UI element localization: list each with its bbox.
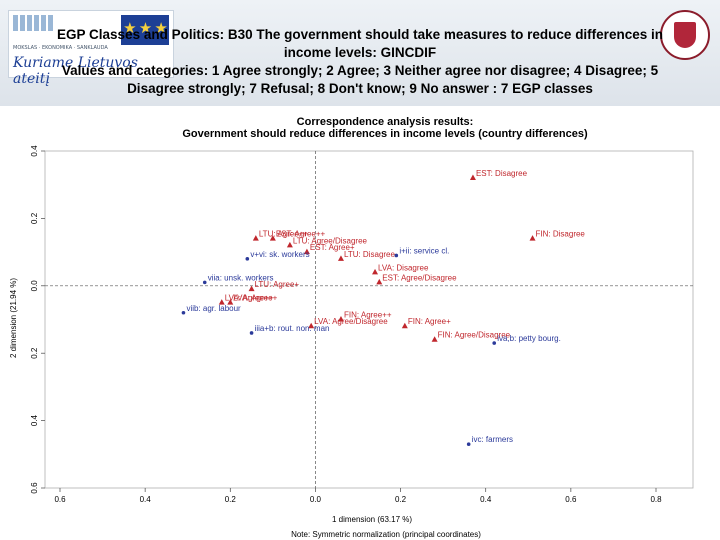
country-point [337, 255, 344, 261]
coat-of-arms-icon [674, 22, 696, 48]
plot-area [44, 150, 694, 489]
chart-title: Correspondence analysis results: [297, 116, 474, 128]
y-tick-label: 0.0 [30, 280, 39, 292]
country-point [308, 322, 315, 329]
title-line-3: Values and categories: 1 Agree strongly;… [61, 63, 659, 78]
country-point [252, 235, 259, 241]
x-tick-label: 0.4 [140, 495, 152, 504]
x-tick-label: 0.6 [565, 495, 577, 504]
class-point [245, 257, 250, 261]
class-point [492, 341, 497, 345]
country-point-label: LVA: Agree++ [225, 294, 274, 303]
country-point [337, 316, 344, 322]
title-line-2: income levels: GINCDIF [283, 45, 437, 60]
esf-logo-icon [13, 15, 53, 31]
class-point [249, 331, 254, 335]
class-point [181, 310, 186, 315]
y-tick-label: 0.2 [30, 347, 39, 359]
y-tick-label: 0.4 [30, 414, 39, 426]
class-point-label: ivc: farmers [472, 435, 513, 444]
country-point-label: FIN: Agree++ [344, 311, 392, 320]
y-tick-label: 0.4 [30, 145, 39, 157]
country-point-label: LVA: Disagree [378, 263, 429, 272]
country-point [303, 248, 310, 255]
chart-subtitle: Government should reduce differences in … [182, 128, 588, 140]
x-tick-label: 0.2 [395, 495, 407, 504]
project-logo: ★ ★ ★ MOKSLAS · EKONOMIKA · SANKLAUDA Ku… [8, 10, 174, 87]
title-line-4: Disagree strongly; 7 Refusal; 8 Don't kn… [127, 81, 593, 96]
eu-flag-icon: ★ ★ ★ [121, 15, 169, 45]
country-point [431, 336, 438, 342]
country-point [372, 268, 379, 275]
x-tick-label: 0.2 [225, 495, 237, 504]
x-tick-label: 0.4 [480, 495, 492, 504]
class-point-label: viib: agr. labour [186, 304, 241, 313]
class-point [394, 253, 399, 258]
country-point [469, 174, 476, 180]
y-tick-label: 0.2 [30, 212, 39, 224]
class-point-label: i+ii: service cl. [399, 246, 449, 255]
class-point [202, 280, 207, 285]
country-point-label: FIN: Agree/Disagree [438, 331, 511, 340]
class-point-label: v+vi: sk. workers [250, 250, 309, 259]
chart-note: Note: Symmetric normalization (principal… [291, 530, 481, 539]
class-point-label: iva,b: petty bourg. [497, 334, 561, 343]
slide-title: EGP Classes and Politics: B30 The govern… [40, 26, 680, 98]
country-point-label: EST: Disagree [476, 169, 528, 178]
country-point-label: LTU: Agree++ [259, 230, 309, 239]
country-point-label: EST: Agree+ [310, 243, 355, 252]
x-tick-label: 0.8 [650, 495, 662, 504]
country-point [376, 278, 383, 285]
country-point [218, 299, 225, 305]
country-point-label: EST: Agree/Disagree [382, 273, 457, 282]
country-point [529, 235, 536, 241]
logo-slogan: Kuriame Lietuvos ateitį [13, 55, 138, 87]
logo-small-text: MOKSLAS · EKONOMIKA · SANKLAUDA [13, 45, 108, 51]
country-point-label: LTU: Agree+ [255, 280, 300, 289]
country-point-label: LTU: Disagree [344, 250, 396, 259]
university-seal-icon [660, 10, 710, 60]
y-axis-label: 2 dimension (21.94 %) [9, 278, 18, 358]
class-point-label: viia: unsk. workers [208, 273, 274, 282]
x-tick-label: 0.0 [310, 495, 322, 504]
x-axis-label: 1 dimension (63.17 %) [332, 515, 412, 524]
y-tick-label: 0.6 [30, 482, 39, 494]
country-point-label: FIN: Disagree [536, 230, 586, 239]
country-point-label: LVA: Agree+ [233, 294, 277, 303]
slide-header: ★ ★ ★ MOKSLAS · EKONOMIKA · SANKLAUDA Ku… [0, 0, 720, 106]
country-point-label: LTU: Agree/Disagree [293, 236, 368, 245]
country-point-label: LVA: Agree/Disagree [314, 317, 388, 326]
country-point [286, 241, 293, 248]
title-line-1: EGP Classes and Politics: B30 The govern… [57, 27, 663, 42]
x-tick-label: 0.6 [54, 495, 66, 504]
country-point-label: FIN: Agree+ [408, 317, 451, 326]
country-point [269, 235, 276, 241]
class-point-label: iiia+b: rout. non. man [255, 324, 330, 333]
country-point [248, 285, 255, 292]
class-point [466, 442, 471, 446]
country-point [227, 299, 234, 305]
country-point-label: EST: Agree++ [276, 230, 326, 239]
country-point [401, 322, 408, 329]
